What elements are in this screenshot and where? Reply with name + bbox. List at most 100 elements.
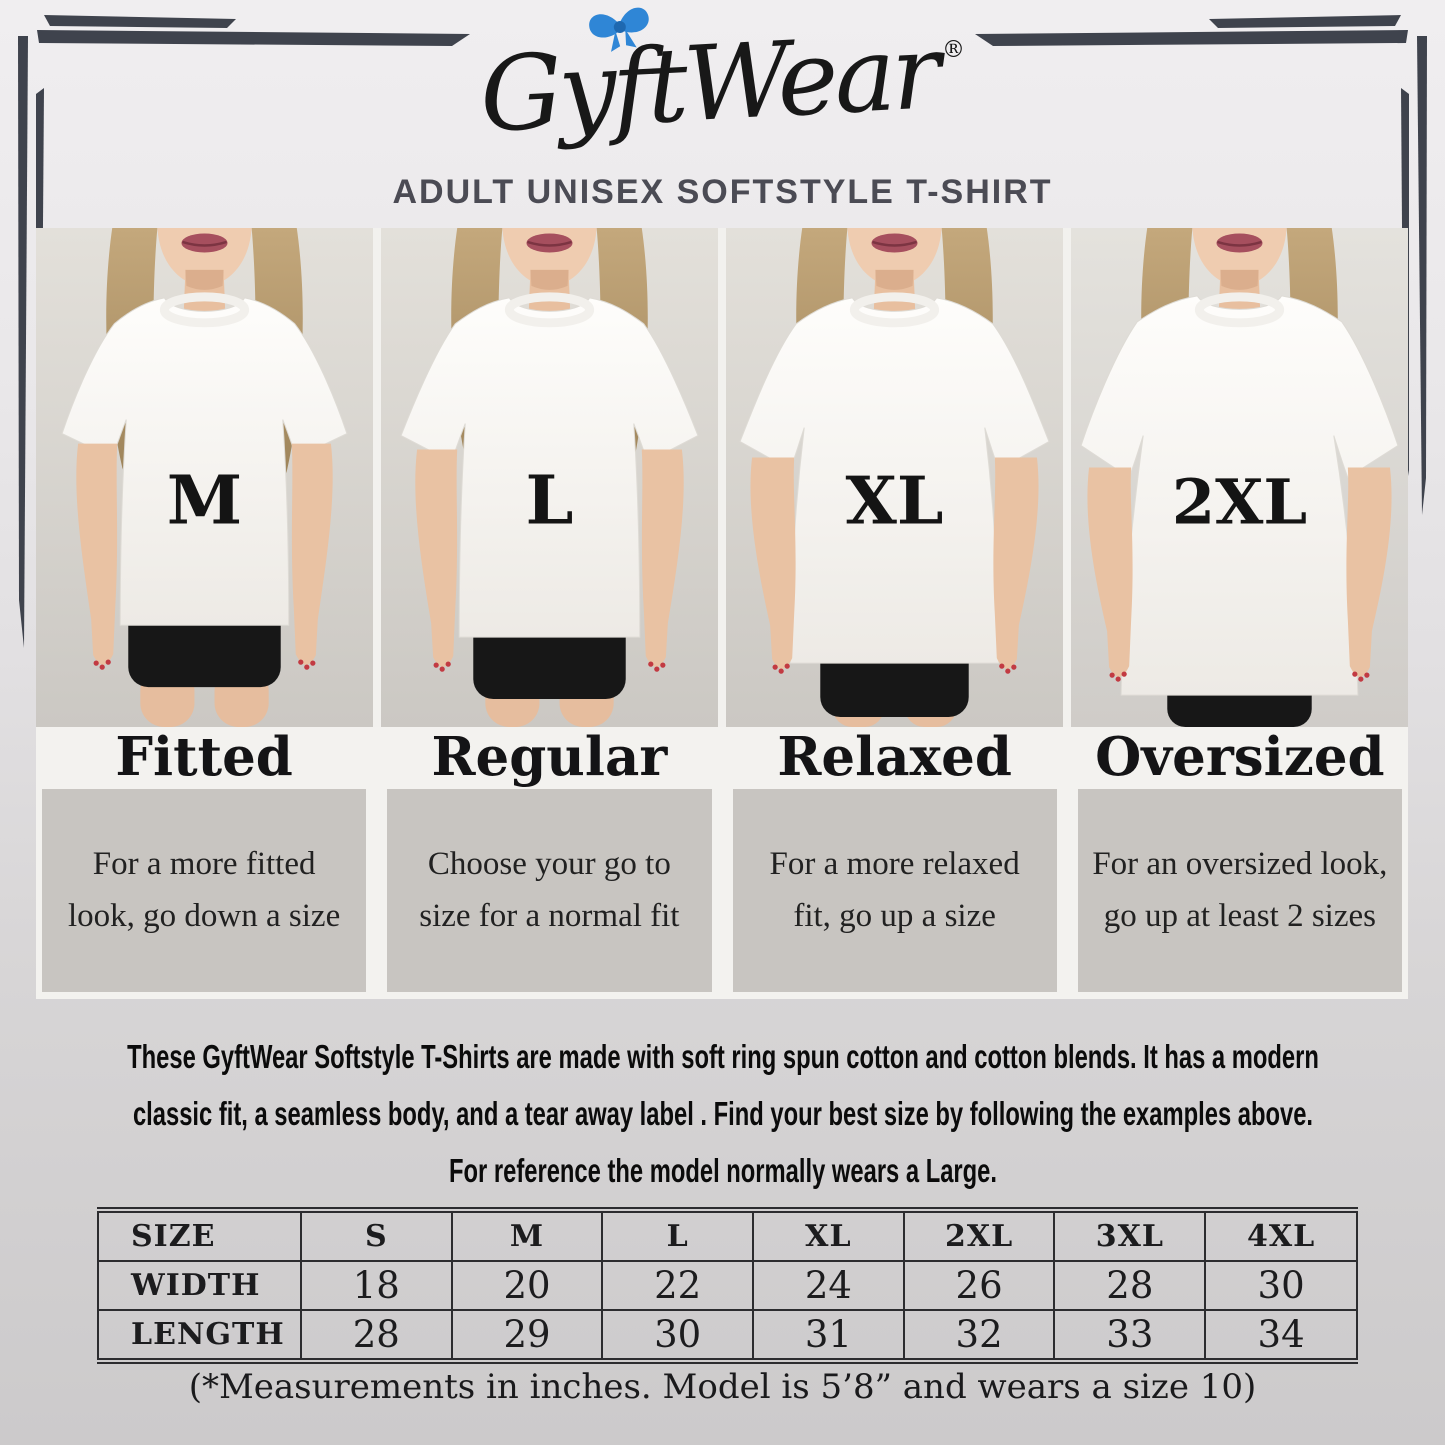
brand-name: GyftWear bbox=[477, 12, 940, 156]
product-description: These GyftWear Softstyle T-Shirts are ma… bbox=[39, 1028, 1407, 1199]
frame-line bbox=[975, 30, 1408, 46]
lip-line bbox=[182, 240, 227, 247]
col-header-3xl: 3XL bbox=[1053, 1209, 1207, 1262]
table-cell: 33 bbox=[1053, 1309, 1207, 1362]
fit-description: For a more relaxed fit, go up a size bbox=[769, 846, 1020, 934]
lips bbox=[871, 233, 918, 253]
table-cell: 18 bbox=[299, 1260, 453, 1311]
measurement-footnote: (*Measurements in inches. Model is 5’8” … bbox=[188, 1367, 1257, 1407]
fit-card-oversized: Oversized For an oversized look, go up a… bbox=[1072, 727, 1408, 999]
row-label-width: WIDTH bbox=[97, 1260, 302, 1311]
table-cell: 28 bbox=[1053, 1260, 1207, 1311]
col-header-xl: XL bbox=[752, 1209, 905, 1262]
col-header-l: L bbox=[601, 1209, 755, 1262]
table-cell: 20 bbox=[450, 1260, 604, 1311]
model-photo-size-xl: XL bbox=[726, 228, 1063, 727]
frame-line bbox=[44, 15, 236, 28]
bow-left-loop bbox=[588, 14, 620, 38]
bow-knot bbox=[613, 21, 626, 34]
header: GyftWear® ADULT UNISEX SOFTSTYLE T-SHIRT bbox=[0, 0, 1445, 214]
bow-right-loop bbox=[618, 7, 649, 33]
description-line: For reference the model normally wears a… bbox=[448, 1152, 997, 1189]
model-photo-size-2xl: 2XL bbox=[1071, 228, 1408, 727]
col-header-m: M bbox=[450, 1209, 604, 1262]
model-photo-size-m: M bbox=[36, 228, 373, 727]
fit-card-fitted: Fitted For a more fitted look, go down a… bbox=[36, 727, 372, 999]
collar bbox=[159, 292, 250, 328]
model-photo-size-l: L bbox=[381, 228, 718, 727]
model-photos-row: M bbox=[36, 228, 1408, 727]
frame-line bbox=[18, 36, 28, 648]
lips bbox=[181, 233, 228, 253]
fit-description-box: For an oversized look, go up at least 2 … bbox=[1077, 789, 1402, 992]
bow-tail bbox=[610, 30, 620, 52]
table-cell: 26 bbox=[902, 1260, 1056, 1311]
fit-card-regular: Regular Choose your go to size for a nor… bbox=[381, 727, 717, 999]
bow-icon bbox=[588, 7, 649, 52]
fit-description-box: Choose your go to size for a normal fit bbox=[387, 789, 712, 992]
face bbox=[502, 228, 597, 288]
col-header-size: SIZE bbox=[97, 1209, 302, 1262]
face bbox=[847, 228, 942, 288]
frame-line bbox=[1209, 15, 1401, 28]
table-cell: 31 bbox=[752, 1309, 905, 1362]
table-cell: 28 bbox=[299, 1309, 453, 1362]
row-label-length: LENGTH bbox=[97, 1309, 302, 1362]
table-cell: 34 bbox=[1204, 1309, 1358, 1362]
col-header-4xl: 4XL bbox=[1204, 1209, 1358, 1262]
product-subtitle: ADULT UNISEX SOFTSTYLE T-SHIRT bbox=[392, 173, 1053, 211]
col-header-2xl: 2XL bbox=[902, 1209, 1056, 1262]
frame-line bbox=[37, 30, 470, 46]
face bbox=[157, 228, 252, 288]
collar bbox=[849, 292, 940, 328]
tshirt bbox=[400, 297, 699, 638]
bow-tail bbox=[624, 29, 637, 48]
size-chart-table: SIZE S M L XL 2XL 3XL 4XL WIDTH 18 20 22… bbox=[97, 1207, 1358, 1364]
neck-shadow bbox=[875, 269, 914, 290]
fit-description: For a more fitted look, go down a size bbox=[68, 846, 341, 934]
col-header-s: S bbox=[299, 1209, 453, 1262]
table-row-width: WIDTH 18 20 22 24 26 28 30 bbox=[97, 1260, 1358, 1311]
description-line: classic fit, a seamless body, and a tear… bbox=[132, 1095, 1313, 1132]
fit-name: Oversized bbox=[1095, 726, 1385, 788]
tshirt bbox=[61, 297, 348, 626]
size-label: 2XL bbox=[1172, 466, 1307, 539]
fit-name: Fitted bbox=[115, 726, 293, 788]
fit-name: Regular bbox=[431, 726, 668, 788]
fit-description-box: For a more relaxed fit, go up a size bbox=[732, 789, 1057, 992]
fit-guide-band: Fitted For a more fitted look, go down a… bbox=[36, 727, 1408, 999]
table-header-row: SIZE S M L XL 2XL 3XL 4XL bbox=[97, 1209, 1358, 1262]
table-cell: 30 bbox=[1204, 1260, 1358, 1311]
registered-mark-icon: ® bbox=[942, 37, 966, 63]
size-label: M bbox=[167, 461, 242, 541]
neck-shadow bbox=[1220, 269, 1259, 290]
fit-description: Choose your go to size for a normal fit bbox=[419, 846, 680, 934]
fit-name: Relaxed bbox=[777, 726, 1012, 788]
table-cell: 32 bbox=[902, 1309, 1056, 1362]
size-label: L bbox=[526, 461, 574, 541]
lip-line bbox=[1217, 240, 1262, 247]
neck-shadow bbox=[530, 269, 569, 290]
frame-line bbox=[1417, 36, 1427, 515]
size-label: XL bbox=[846, 462, 944, 540]
collar bbox=[504, 292, 595, 328]
collar bbox=[1194, 292, 1285, 328]
lip-line bbox=[527, 240, 572, 247]
table-cell: 30 bbox=[601, 1309, 755, 1362]
lips bbox=[526, 233, 573, 253]
table-cell: 29 bbox=[450, 1309, 604, 1362]
fit-card-relaxed: Relaxed For a more relaxed fit, go up a … bbox=[727, 727, 1063, 999]
fit-description: For an oversized look, go up at least 2 … bbox=[1092, 846, 1388, 934]
description-line: These GyftWear Softstyle T-Shirts are ma… bbox=[126, 1038, 1319, 1075]
face bbox=[1192, 228, 1287, 288]
fit-description-box: For a more fitted look, go down a size bbox=[42, 789, 367, 992]
neck-shadow bbox=[185, 269, 224, 290]
table-cell: 24 bbox=[752, 1260, 905, 1311]
table-row-length: LENGTH 28 29 30 31 32 33 34 bbox=[97, 1309, 1358, 1362]
lips bbox=[1216, 233, 1263, 253]
corner-frame-top-left bbox=[18, 15, 470, 648]
table-cell: 22 bbox=[601, 1260, 755, 1311]
brand-logo: GyftWear® bbox=[0, 0, 1445, 168]
lip-line bbox=[872, 240, 917, 247]
